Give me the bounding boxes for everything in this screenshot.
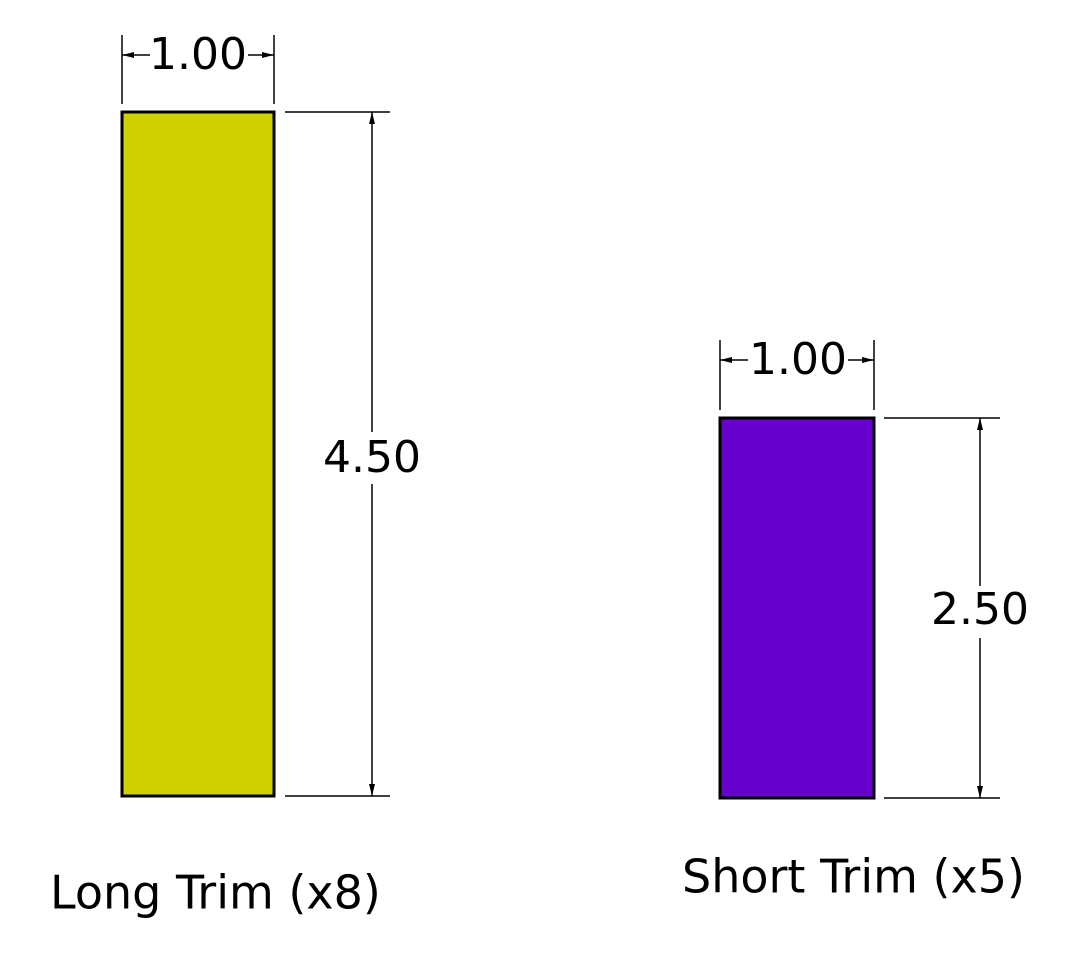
width-dimension: 1.00 — [149, 29, 247, 80]
long-trim: 1.00 4.50 Long Trim (x8) — [50, 29, 421, 920]
height-dimension: 4.50 — [323, 432, 421, 483]
height-dimension: 2.50 — [931, 584, 1029, 635]
short-trim: 1.00 2.50 Short Trim (x5) — [682, 334, 1029, 904]
part-label: Long Trim (x8) — [50, 866, 381, 920]
part-label: Short Trim (x5) — [682, 850, 1025, 904]
long-trim-shape — [120, 110, 276, 798]
width-dimension: 1.00 — [749, 334, 847, 385]
short-trim-shape — [718, 416, 876, 800]
